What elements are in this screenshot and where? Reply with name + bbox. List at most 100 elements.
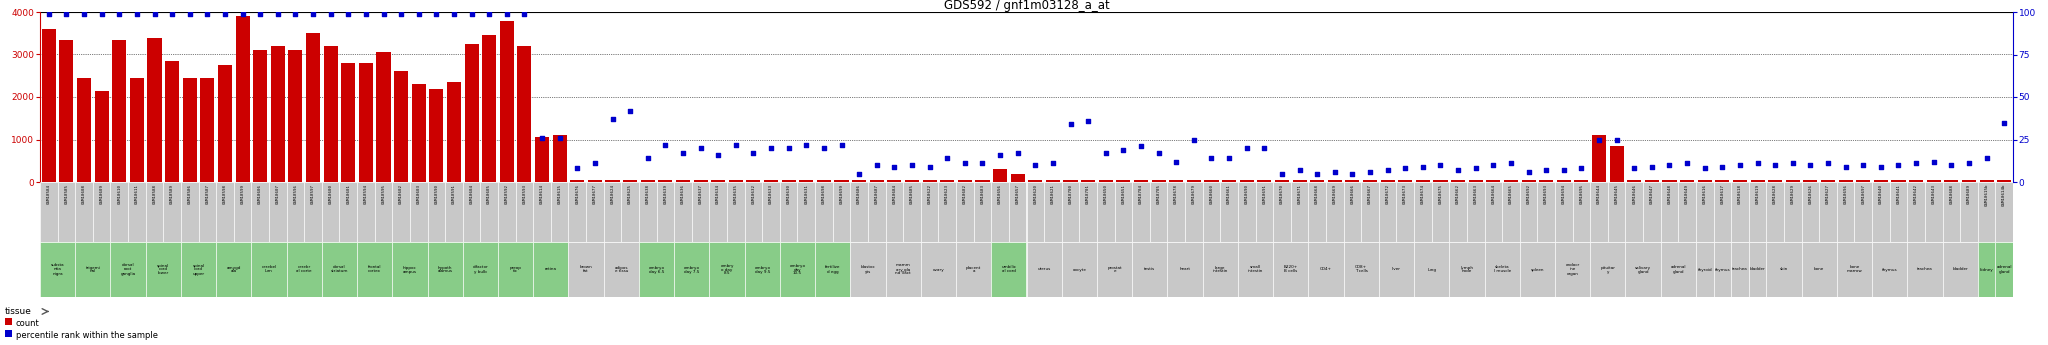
Bar [270, 46, 285, 182]
Point [1636, 164, 1669, 169]
Bar [465, 44, 479, 182]
Point [860, 162, 893, 168]
Text: GSM18627: GSM18627 [1827, 184, 1831, 204]
Bar [834, 180, 848, 182]
Point [438, 11, 471, 17]
Text: GSM18682: GSM18682 [963, 184, 967, 204]
Point [702, 152, 735, 158]
Bar [1364, 180, 1376, 182]
Text: GSM18666: GSM18666 [1350, 184, 1354, 204]
Point [174, 11, 207, 17]
Bar [1378, 242, 1413, 297]
Text: GSM18625: GSM18625 [629, 184, 633, 204]
Bar [217, 65, 231, 182]
Point [1901, 160, 1933, 166]
Bar [1575, 180, 1589, 182]
Bar [639, 242, 674, 297]
Text: GSM18586: GSM18586 [188, 184, 193, 204]
Bar [393, 242, 428, 297]
Text: GSM18685: GSM18685 [909, 184, 913, 204]
Point [137, 11, 170, 17]
Point [1935, 162, 1968, 168]
Bar [57, 182, 76, 242]
Text: GSM18696: GSM18696 [1843, 184, 1847, 204]
Point [932, 156, 965, 161]
Bar [991, 242, 1026, 297]
Bar [1890, 182, 1907, 242]
Bar [1098, 182, 1114, 242]
Bar [956, 182, 973, 242]
Bar [1679, 180, 1694, 182]
Text: brown
fat: brown fat [580, 266, 592, 274]
Bar [975, 180, 989, 182]
Bar [850, 242, 885, 297]
Text: GSM18692: GSM18692 [1526, 184, 1530, 204]
Text: GSM18677: GSM18677 [594, 184, 596, 204]
Point [1829, 164, 1862, 169]
Text: testis: testis [1145, 267, 1155, 272]
Bar [1028, 180, 1042, 182]
Text: skeleta
l muscle: skeleta l muscle [1493, 266, 1511, 274]
Bar [1698, 180, 1712, 182]
Bar [674, 182, 692, 242]
Text: GSM18597: GSM18597 [311, 184, 315, 204]
Bar [958, 180, 973, 182]
Point [1372, 167, 1405, 173]
Text: pituitar
y: pituitar y [1599, 266, 1616, 274]
Text: GSM18656: GSM18656 [997, 184, 1001, 204]
Bar [201, 78, 215, 182]
Text: GSM18617: GSM18617 [1720, 184, 1724, 204]
Bar [358, 63, 373, 182]
Bar [1151, 180, 1165, 182]
Point [879, 164, 911, 169]
Bar [342, 63, 354, 182]
Bar [1432, 182, 1450, 242]
Point [1300, 171, 1333, 176]
Bar [905, 180, 920, 182]
Point [913, 164, 946, 169]
Bar [305, 33, 319, 182]
Bar [569, 242, 604, 297]
Text: skin: skin [1780, 267, 1788, 272]
Bar [1309, 182, 1325, 242]
Bar [1010, 182, 1026, 242]
Point [209, 11, 242, 17]
Point [1511, 169, 1544, 175]
Point [772, 145, 805, 151]
Text: GSM18673: GSM18673 [1403, 184, 1407, 204]
Bar [797, 182, 815, 242]
Bar [641, 180, 655, 182]
Point [649, 142, 682, 147]
Bar [780, 242, 815, 297]
Text: GSM18616: GSM18616 [1702, 184, 1706, 204]
Bar [1731, 242, 1749, 297]
Bar [1343, 182, 1362, 242]
Point [508, 11, 541, 17]
Bar [868, 182, 885, 242]
Text: GSM18626: GSM18626 [1808, 184, 1812, 204]
Point [1917, 159, 1950, 164]
Text: adipos
e tissu: adipos e tissu [614, 266, 629, 274]
Bar [41, 29, 55, 182]
Text: GSM18635: GSM18635 [733, 184, 737, 204]
Bar [1839, 180, 1853, 182]
Text: GSM18651: GSM18651 [1122, 184, 1126, 204]
Text: bone
marrow: bone marrow [1847, 266, 1862, 274]
Bar [4, 318, 12, 325]
Point [68, 11, 100, 17]
Bar [1520, 182, 1538, 242]
Bar [535, 137, 549, 182]
Point [190, 11, 223, 17]
Text: GSM18622: GSM18622 [928, 184, 932, 204]
Text: GSM18641: GSM18641 [1896, 184, 1901, 204]
Bar [1114, 182, 1133, 242]
Point [807, 145, 840, 151]
Text: count: count [16, 319, 39, 328]
Bar [1716, 180, 1729, 182]
Text: uterus: uterus [1038, 267, 1051, 272]
Bar [1135, 180, 1149, 182]
Text: GSM18672: GSM18672 [1386, 184, 1391, 204]
Bar [1311, 180, 1325, 182]
Bar [1765, 242, 1802, 297]
Point [33, 11, 66, 17]
